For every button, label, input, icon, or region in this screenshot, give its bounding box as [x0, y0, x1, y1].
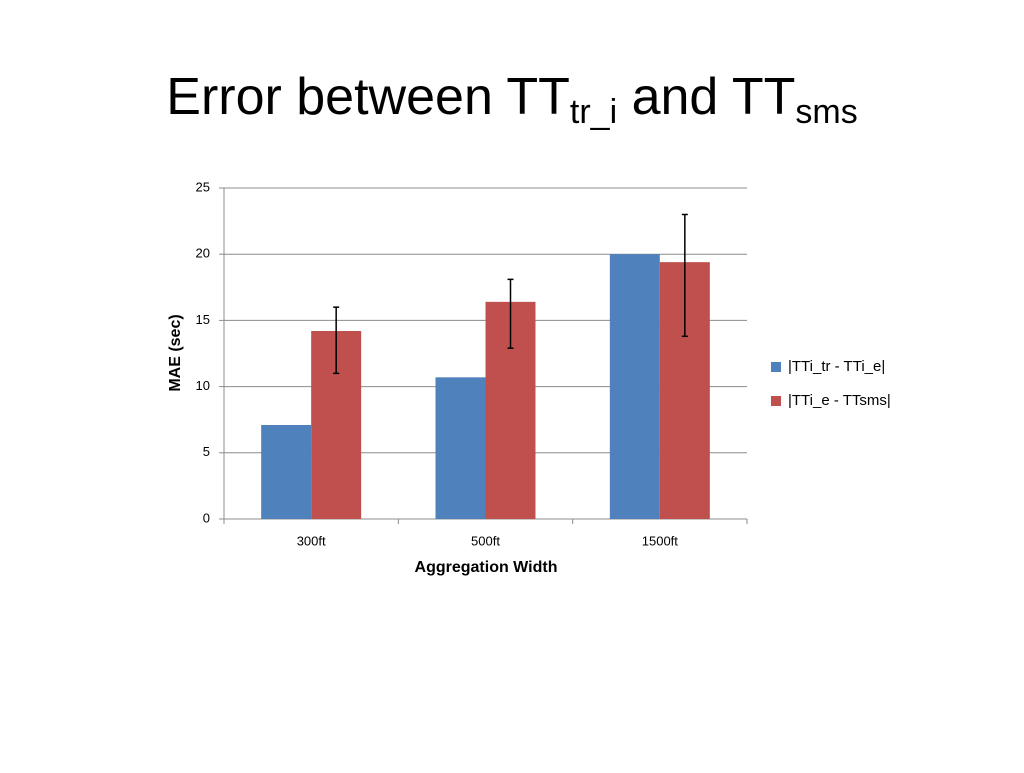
slide-title: Error between TTtr_i and TTsms [166, 68, 857, 131]
legend-label: |TTi_tr - TTi_e| [788, 358, 885, 375]
bar [435, 377, 486, 519]
x-axis-label: Aggregation Width [415, 559, 558, 576]
legend-label: |TTi_e - TTsms| [788, 392, 891, 409]
legend-swatch [771, 396, 781, 406]
title-text: and TT [617, 68, 795, 126]
x-tick-label: 1500ft [642, 533, 679, 548]
x-tick-label: 300ft [297, 533, 326, 548]
bar [261, 424, 312, 519]
y-tick-label: 0 [203, 510, 210, 525]
y-tick-label: 5 [203, 444, 210, 459]
legend-swatch [771, 362, 781, 372]
y-tick-label: 20 [196, 246, 210, 261]
title-text: Error between TT [166, 68, 570, 126]
y-tick-label: 10 [196, 378, 210, 393]
error-bar [333, 306, 340, 375]
bar [609, 254, 660, 519]
x-tick-label: 500ft [471, 533, 500, 548]
y-tick-label: 15 [196, 312, 210, 327]
title-subscript: sms [795, 93, 857, 131]
error-bar [681, 213, 688, 338]
error-bar [507, 278, 514, 349]
y-tick-label: 25 [196, 179, 210, 194]
title-subscript: tr_i [570, 93, 617, 131]
y-axis-label: MAE (sec) [167, 314, 184, 391]
